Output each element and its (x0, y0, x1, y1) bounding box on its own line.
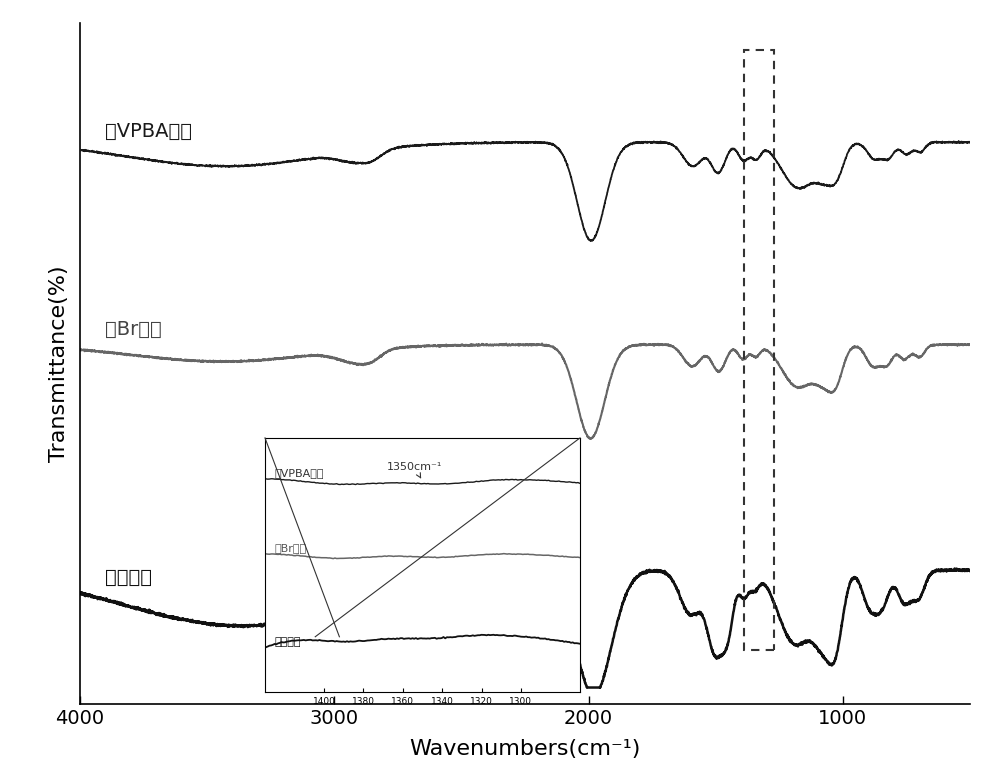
Text: 接VPBA树脂: 接VPBA树脂 (105, 122, 192, 141)
Text: 接VPBA树脂: 接VPBA树脂 (275, 468, 324, 479)
Bar (744, 50, 774, 651)
Text: 羟基树脂: 羟基树脂 (275, 637, 301, 647)
X-axis label: Wavenumbers(cm⁻¹): Wavenumbers(cm⁻¹) (409, 739, 641, 759)
Text: 1350cm⁻¹: 1350cm⁻¹ (387, 462, 442, 478)
Text: 接Br树脂: 接Br树脂 (275, 543, 307, 554)
Text: 接Br树脂: 接Br树脂 (105, 320, 162, 339)
Text: 羟基树脂: 羟基树脂 (105, 568, 152, 586)
Y-axis label: Transmittance(%): Transmittance(%) (49, 265, 69, 462)
